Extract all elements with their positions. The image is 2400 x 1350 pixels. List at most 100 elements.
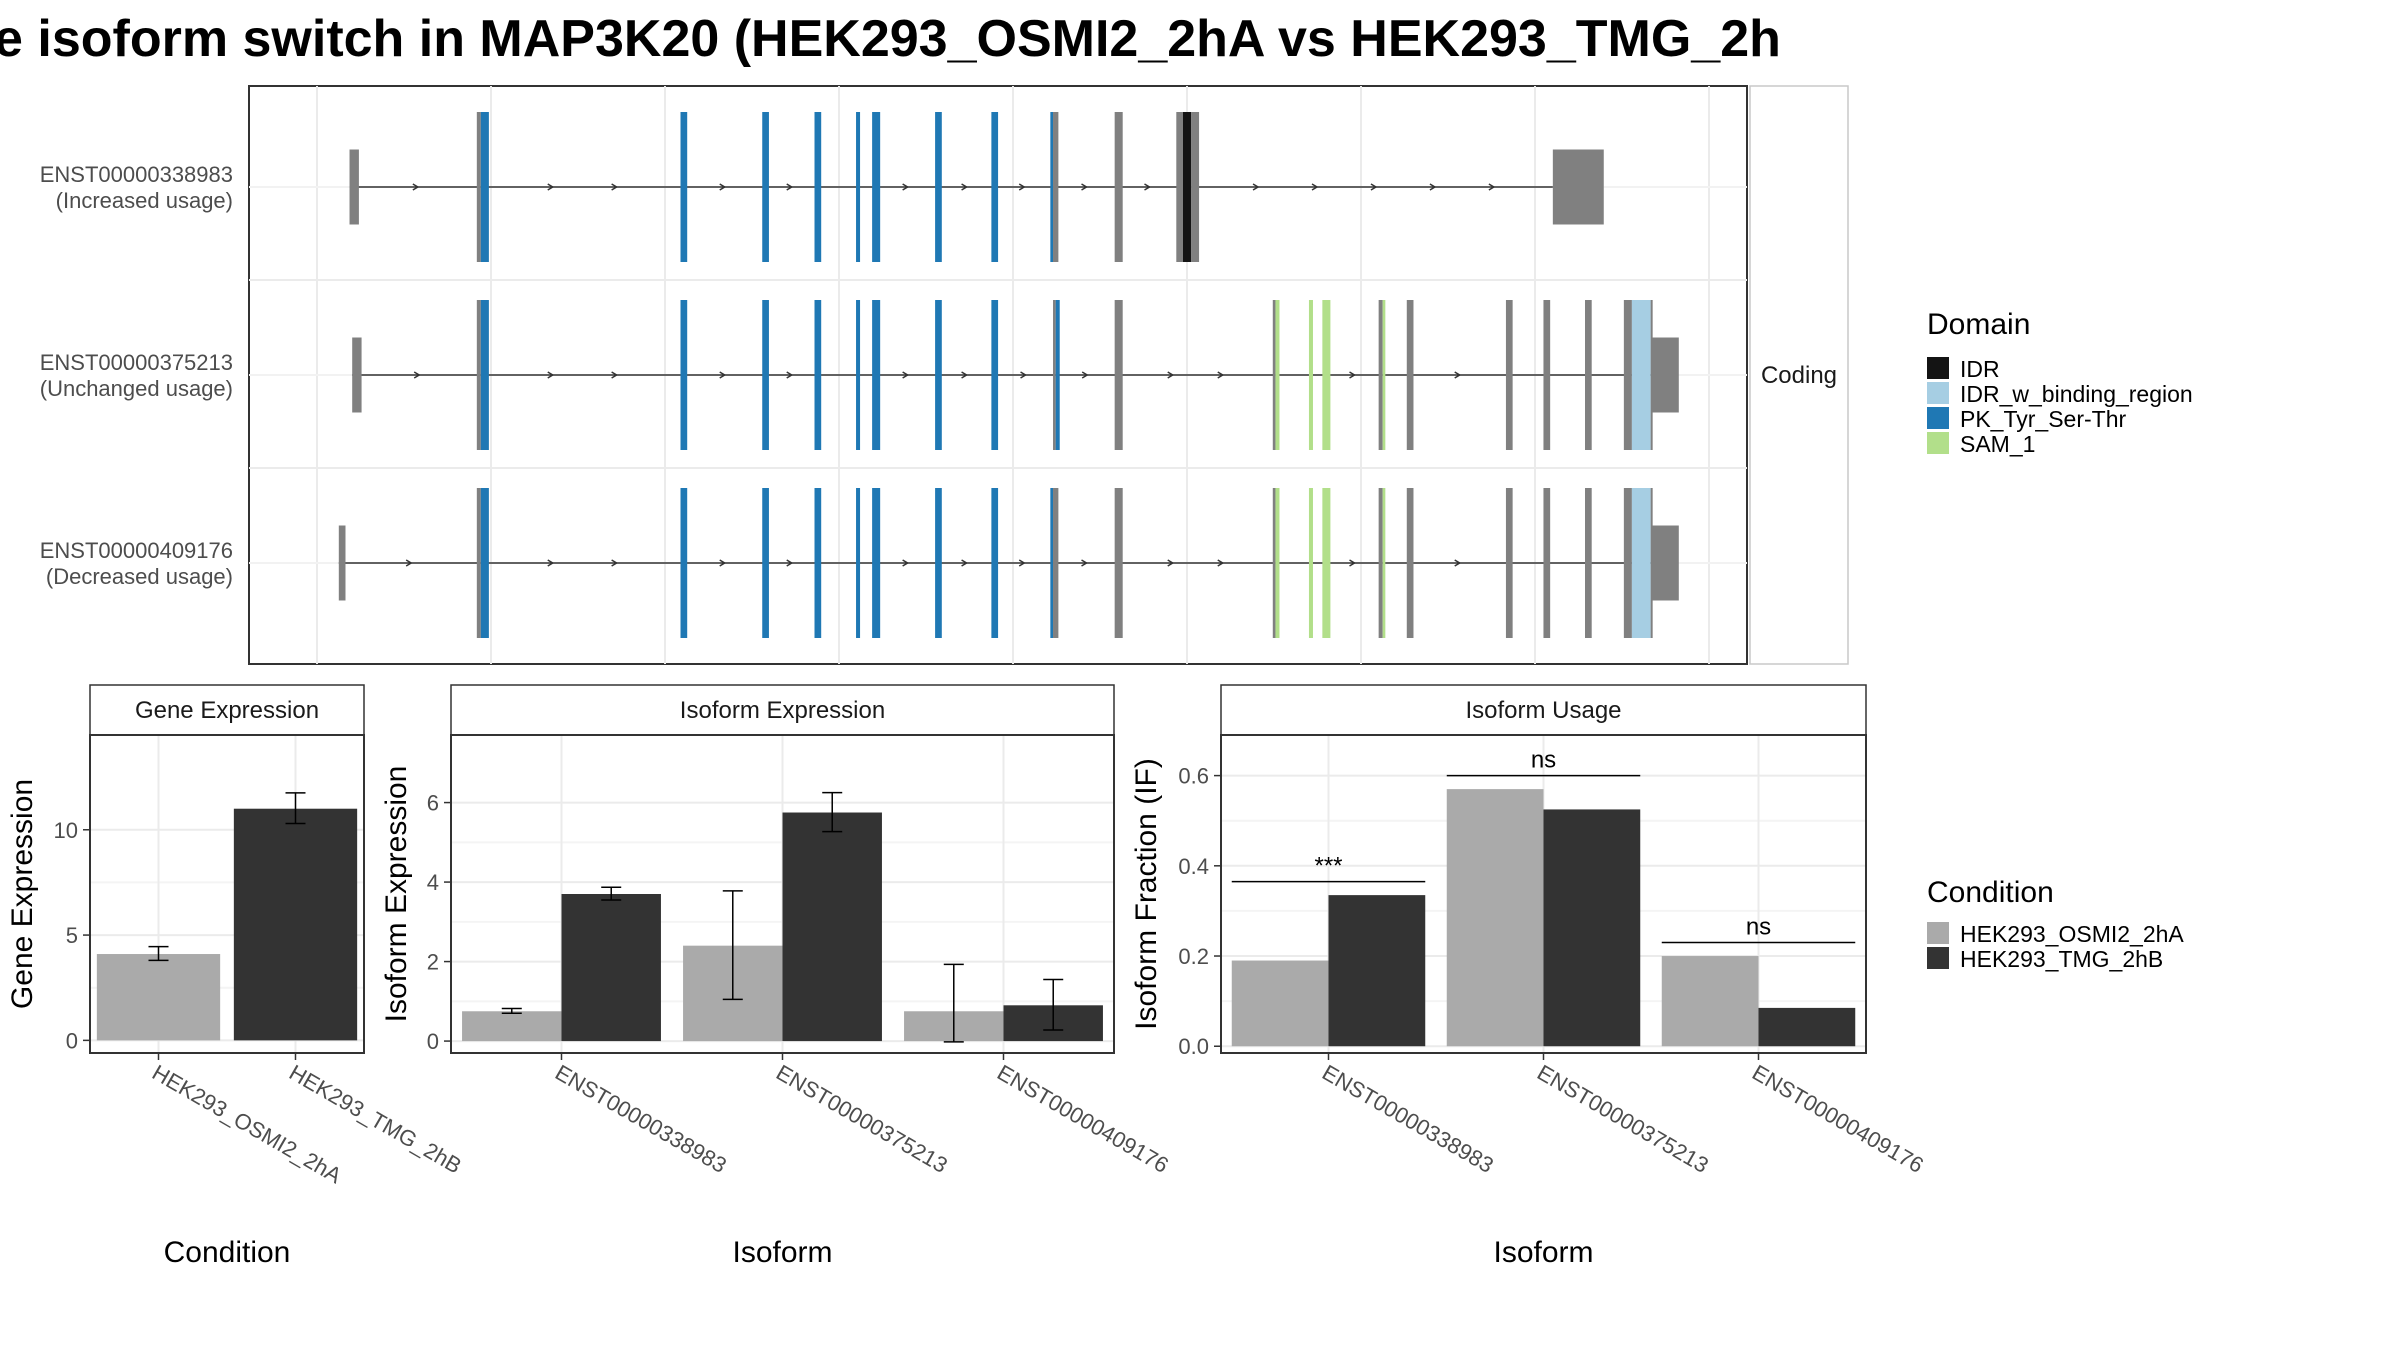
intron-arrow <box>1370 183 1378 191</box>
y-tick-label: 0.0 <box>1178 1034 1209 1059</box>
isoform-label-1-usage: (Increased usage) <box>56 188 233 213</box>
exon <box>1406 300 1414 450</box>
exon-domain-pk-tyr-ser-thr <box>680 112 688 262</box>
exon-domain-pk-tyr-ser-thr <box>480 300 489 450</box>
intron-arrow <box>547 183 555 191</box>
bars: *** ns ns <box>1231 747 1856 1047</box>
intron-arrow <box>1018 559 1026 567</box>
error-bar <box>943 963 964 1043</box>
exon-domain-sam-1 <box>1382 300 1386 450</box>
exon-domain-pk-tyr-ser-thr <box>680 300 688 450</box>
intron-arrow <box>413 371 421 379</box>
exon <box>1114 112 1123 262</box>
isoform-label-3-usage: (Decreased usage) <box>46 564 233 589</box>
utr-5prime <box>338 525 346 601</box>
intron-arrow <box>547 371 555 379</box>
exon-domain-pk-tyr-ser-thr <box>814 112 822 262</box>
intron-arrow <box>1252 183 1260 191</box>
error-bar <box>722 890 743 1001</box>
intron-arrow <box>1311 183 1319 191</box>
exon-domain-idr-w-binding-region <box>1631 300 1651 450</box>
isoform-label-3-id: ENST00000409176 <box>40 538 233 563</box>
exon <box>1623 300 1632 450</box>
isoform-label-1-id: ENST00000338983 <box>40 162 233 187</box>
error-bar <box>822 791 843 833</box>
legend-label-tmg: HEK293_TMG_2hB <box>1960 946 2163 972</box>
bar-hek293-osmi2-2ha-enst00000375213 <box>1446 789 1544 1047</box>
bars <box>462 791 1103 1043</box>
exon-domain-pk-tyr-ser-thr <box>1050 112 1054 262</box>
exon <box>1543 300 1551 450</box>
y-axis-title: Gene Expression <box>6 779 39 1009</box>
x-axis-title: Isoform <box>1493 1236 1593 1269</box>
x-axis: ENST00000338983 ENST00000375213 ENST000004… <box>1318 1053 1928 1178</box>
x-tick-label: ENST00000338983 <box>551 1060 731 1178</box>
intron-arrow <box>902 371 910 379</box>
exon-domain-pk-tyr-ser-thr <box>872 112 881 262</box>
exon-domain-pk-tyr-ser-thr <box>991 300 999 450</box>
intron-arrow <box>786 559 794 567</box>
y-tick-label: 0 <box>427 1029 439 1054</box>
intron-arrow <box>902 559 910 567</box>
y-tick-label: 0.4 <box>1178 854 1209 879</box>
isoform-label-2-usage: (Unchanged usage) <box>40 376 233 401</box>
legend-swatch-idr-w-binding-region <box>1927 382 1949 404</box>
figure-title: e isoform switch in MAP3K20 (HEK293_OSMI… <box>0 10 1781 68</box>
exon <box>1114 300 1123 450</box>
utr-3prime <box>1652 525 1679 601</box>
exon <box>1406 488 1414 638</box>
legend-label-idr-w-binding-region: IDR_w_binding_region <box>1960 381 2193 407</box>
intron-arrow <box>547 559 555 567</box>
intron-arrow <box>1167 559 1175 567</box>
exon-domain-sam-1 <box>1322 488 1331 638</box>
exon <box>1272 488 1276 638</box>
intron-arrow <box>1349 371 1356 379</box>
x-tick-label: ENST00000338983 <box>1318 1060 1498 1178</box>
exon <box>1114 488 1123 638</box>
x-tick-label: ENST00000375213 <box>1533 1060 1713 1178</box>
exon-domain-pk-tyr-ser-thr <box>856 112 861 262</box>
panel-title: Isoform Usage <box>1465 697 1621 724</box>
intron-arrow <box>961 183 969 191</box>
exon-domain-sam-1 <box>1322 300 1331 450</box>
intron-arrow <box>1081 183 1088 191</box>
exon <box>1053 300 1056 450</box>
exon <box>1378 488 1383 638</box>
exon <box>1585 300 1592 450</box>
legend-label-idr: IDR <box>1960 356 2000 382</box>
x-axis-title: Isoform <box>732 1236 832 1269</box>
exon <box>1585 488 1592 638</box>
exon <box>476 300 481 450</box>
intron-arrow <box>611 559 619 567</box>
bar-hek293-tmg-2hb-enst00000375213 <box>782 812 882 1042</box>
exon-domain-sam-1 <box>1275 300 1280 450</box>
exon-domain-pk-tyr-ser-thr <box>856 300 861 450</box>
utr-3prime <box>1552 149 1604 225</box>
bar-hek293-tmg-2hb <box>233 808 358 1041</box>
intron-arrow <box>1429 183 1437 191</box>
exon-domain-pk-tyr-ser-thr <box>680 488 688 638</box>
intron-arrow <box>786 183 794 191</box>
exon-domain-pk-tyr-ser-thr <box>935 488 942 638</box>
isoform-track-2 <box>352 300 1679 450</box>
intron-arrow <box>1217 371 1225 379</box>
intron-arrow <box>1349 559 1356 567</box>
intron-arrow <box>1081 371 1089 379</box>
condition-legend: Condition HEK293_OSMI2_2hA HEK293_TMG_2h… <box>1927 876 2184 972</box>
intron-arrow <box>961 559 969 567</box>
legend-swatch-osmi2 <box>1927 922 1949 944</box>
structure-panel: ENST00000338983 (Increased usage) ENST00… <box>40 85 1849 665</box>
intron-arrow <box>719 183 727 191</box>
exon-domain-pk-tyr-ser-thr <box>991 112 999 262</box>
exon <box>1272 300 1276 450</box>
exon <box>1505 488 1513 638</box>
exon-domain-pk-tyr-ser-thr <box>814 300 822 450</box>
y-tick-label: 4 <box>427 870 439 895</box>
intron-arrow <box>611 371 619 379</box>
exon-domain-pk-tyr-ser-thr <box>856 488 861 638</box>
legend-swatch-tmg <box>1927 947 1949 969</box>
isoform-track-1 <box>349 112 1604 262</box>
bar-hek293-osmi2-2ha-enst00000409176 <box>1661 956 1759 1047</box>
y-axis-title: Isoform Expression <box>380 766 413 1023</box>
